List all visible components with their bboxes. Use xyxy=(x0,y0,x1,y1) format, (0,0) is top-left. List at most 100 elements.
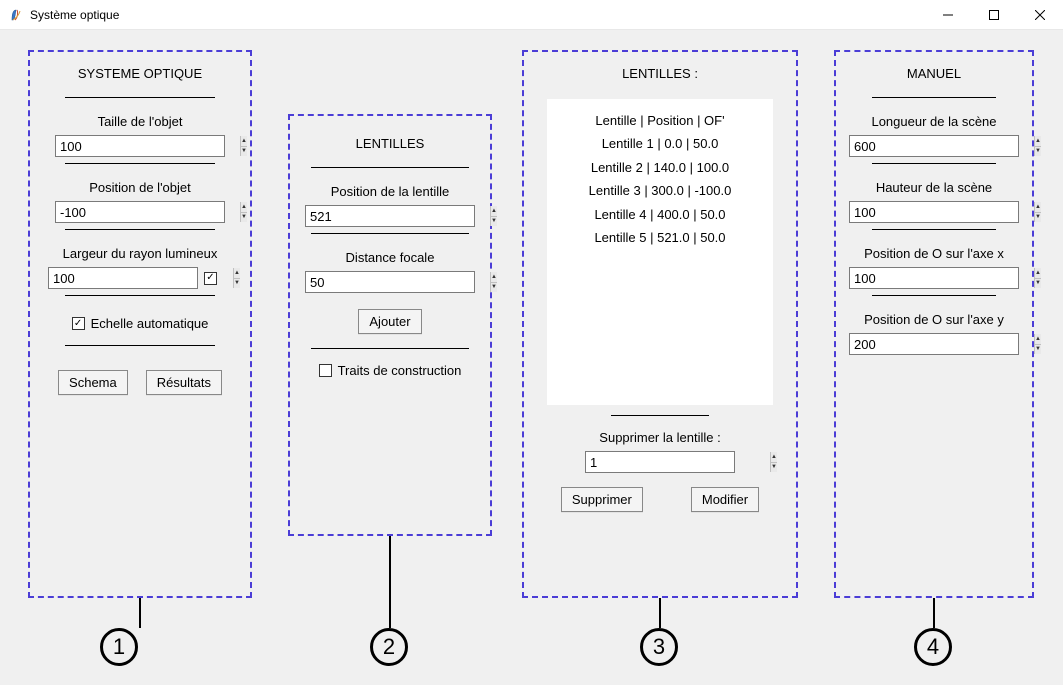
list-item[interactable]: Lentille 1 | 0.0 | 50.0 xyxy=(553,132,767,155)
auto-scale-checkbox[interactable]: ✓ xyxy=(72,317,85,330)
scene-h-spinbox[interactable]: ▲ ▼ xyxy=(849,201,1019,223)
panel-lentilles-add: LENTILLES Position de la lentille ▲ ▼ Di… xyxy=(288,114,492,536)
scene-h-input[interactable] xyxy=(850,202,1034,222)
panel1-title: SYSTEME OPTIQUE xyxy=(78,66,202,81)
auto-scale-row: ✓ Echelle automatique xyxy=(72,316,209,331)
obj-size-input[interactable] xyxy=(56,136,240,156)
annotation-4: 4 xyxy=(914,628,952,666)
panel3-title: LENTILLES : xyxy=(622,66,698,81)
delete-label: Supprimer la lentille : xyxy=(599,430,720,445)
oy-label: Position de O sur l'axe y xyxy=(864,312,1004,327)
divider xyxy=(311,167,469,168)
obj-pos-spinbox[interactable]: ▲ ▼ xyxy=(55,201,225,223)
close-button[interactable] xyxy=(1017,0,1063,29)
annotation-1: 1 xyxy=(100,628,138,666)
focal-spinbox[interactable]: ▲ ▼ xyxy=(305,271,475,293)
spin-down-icon[interactable]: ▼ xyxy=(241,213,247,223)
list-item[interactable]: Lentille 5 | 521.0 | 50.0 xyxy=(553,226,767,249)
traits-label: Traits de construction xyxy=(338,363,462,378)
divider xyxy=(872,295,996,296)
ray-width-label: Largeur du rayon lumineux xyxy=(63,246,218,261)
panel4-title: MANUEL xyxy=(907,66,961,81)
focal-input[interactable] xyxy=(306,272,490,292)
divider xyxy=(872,229,996,230)
panel-lentilles-list: LENTILLES : Lentille | Position | OF' Le… xyxy=(522,50,798,598)
obj-pos-input[interactable] xyxy=(56,202,240,222)
divider xyxy=(65,345,215,346)
spin-up-icon[interactable]: ▲ xyxy=(491,272,497,283)
annotation-2: 2 xyxy=(370,628,408,666)
spin-down-icon[interactable]: ▼ xyxy=(1035,279,1041,289)
focal-label: Distance focale xyxy=(346,250,435,265)
spin-up-icon[interactable]: ▲ xyxy=(1035,136,1041,147)
connector-line xyxy=(139,598,141,628)
minimize-button[interactable] xyxy=(925,0,971,29)
ox-input[interactable] xyxy=(850,268,1034,288)
list-item[interactable]: Lentille 2 | 140.0 | 100.0 xyxy=(553,156,767,179)
window-title: Système optique xyxy=(30,8,925,22)
spin-down-icon[interactable]: ▼ xyxy=(1035,213,1041,223)
connector-line xyxy=(933,598,935,628)
oy-input[interactable] xyxy=(850,334,1034,354)
spin-up-icon[interactable]: ▲ xyxy=(491,206,497,217)
scene-len-input[interactable] xyxy=(850,136,1034,156)
spin-down-icon[interactable]: ▼ xyxy=(234,279,240,289)
connector-line xyxy=(659,598,661,628)
spin-down-icon[interactable]: ▼ xyxy=(241,147,247,157)
divider xyxy=(872,163,996,164)
spin-down-icon[interactable]: ▼ xyxy=(491,217,497,227)
spin-down-icon[interactable]: ▼ xyxy=(771,463,777,473)
spin-up-icon[interactable]: ▲ xyxy=(1035,334,1041,345)
spin-up-icon[interactable]: ▲ xyxy=(241,202,247,213)
spin-up-icon[interactable]: ▲ xyxy=(234,268,240,279)
lens-pos-label: Position de la lentille xyxy=(331,184,450,199)
divider xyxy=(311,233,469,234)
spin-up-icon[interactable]: ▲ xyxy=(1035,202,1041,213)
spin-up-icon[interactable]: ▲ xyxy=(771,452,777,463)
list-header: Lentille | Position | OF' xyxy=(553,109,767,132)
obj-size-spinbox[interactable]: ▲ ▼ xyxy=(55,135,225,157)
spin-down-icon[interactable]: ▼ xyxy=(1035,345,1041,355)
obj-pos-label: Position de l'objet xyxy=(89,180,191,195)
divider xyxy=(872,97,996,98)
schema-button[interactable]: Schema xyxy=(58,370,128,395)
panel-systeme-optique: SYSTEME OPTIQUE Taille de l'objet ▲ ▼ Po… xyxy=(28,50,252,598)
ray-width-checkbox[interactable]: ✓ xyxy=(204,272,217,285)
traits-row: Traits de construction xyxy=(319,363,462,378)
scene-len-spinbox[interactable]: ▲ ▼ xyxy=(849,135,1019,157)
titlebar: Système optique xyxy=(0,0,1063,30)
spin-up-icon[interactable]: ▲ xyxy=(1035,268,1041,279)
annotation-3: 3 xyxy=(640,628,678,666)
list-item[interactable]: Lentille 4 | 400.0 | 50.0 xyxy=(553,203,767,226)
scene-len-label: Longueur de la scène xyxy=(871,114,996,129)
spin-down-icon[interactable]: ▼ xyxy=(1035,147,1041,157)
window-controls xyxy=(925,0,1063,29)
spin-up-icon[interactable]: ▲ xyxy=(241,136,247,147)
modify-button[interactable]: Modifier xyxy=(691,487,759,512)
divider xyxy=(611,415,709,416)
spin-down-icon[interactable]: ▼ xyxy=(491,283,497,293)
traits-checkbox[interactable] xyxy=(319,364,332,377)
oy-spinbox[interactable]: ▲ ▼ xyxy=(849,333,1019,355)
divider xyxy=(311,348,469,349)
delete-button[interactable]: Supprimer xyxy=(561,487,643,512)
lens-pos-spinbox[interactable]: ▲ ▼ xyxy=(305,205,475,227)
ox-label: Position de O sur l'axe x xyxy=(864,246,1004,261)
maximize-button[interactable] xyxy=(971,0,1017,29)
obj-size-label: Taille de l'objet xyxy=(98,114,183,129)
app-icon xyxy=(8,7,24,23)
divider xyxy=(65,163,215,164)
ray-width-spinbox[interactable]: ▲ ▼ xyxy=(48,267,198,289)
lens-pos-input[interactable] xyxy=(306,206,490,226)
delete-spinbox[interactable]: ▲ ▼ xyxy=(585,451,735,473)
delete-input[interactable] xyxy=(586,452,770,472)
ox-spinbox[interactable]: ▲ ▼ xyxy=(849,267,1019,289)
divider xyxy=(65,229,215,230)
add-button[interactable]: Ajouter xyxy=(358,309,421,334)
lens-listbox[interactable]: Lentille | Position | OF' Lentille 1 | 0… xyxy=(547,99,773,405)
divider xyxy=(65,97,215,98)
panel-manuel: MANUEL Longueur de la scène ▲ ▼ Hauteur … xyxy=(834,50,1034,598)
list-item[interactable]: Lentille 3 | 300.0 | -100.0 xyxy=(553,179,767,202)
results-button[interactable]: Résultats xyxy=(146,370,222,395)
scene-h-label: Hauteur de la scène xyxy=(876,180,992,195)
